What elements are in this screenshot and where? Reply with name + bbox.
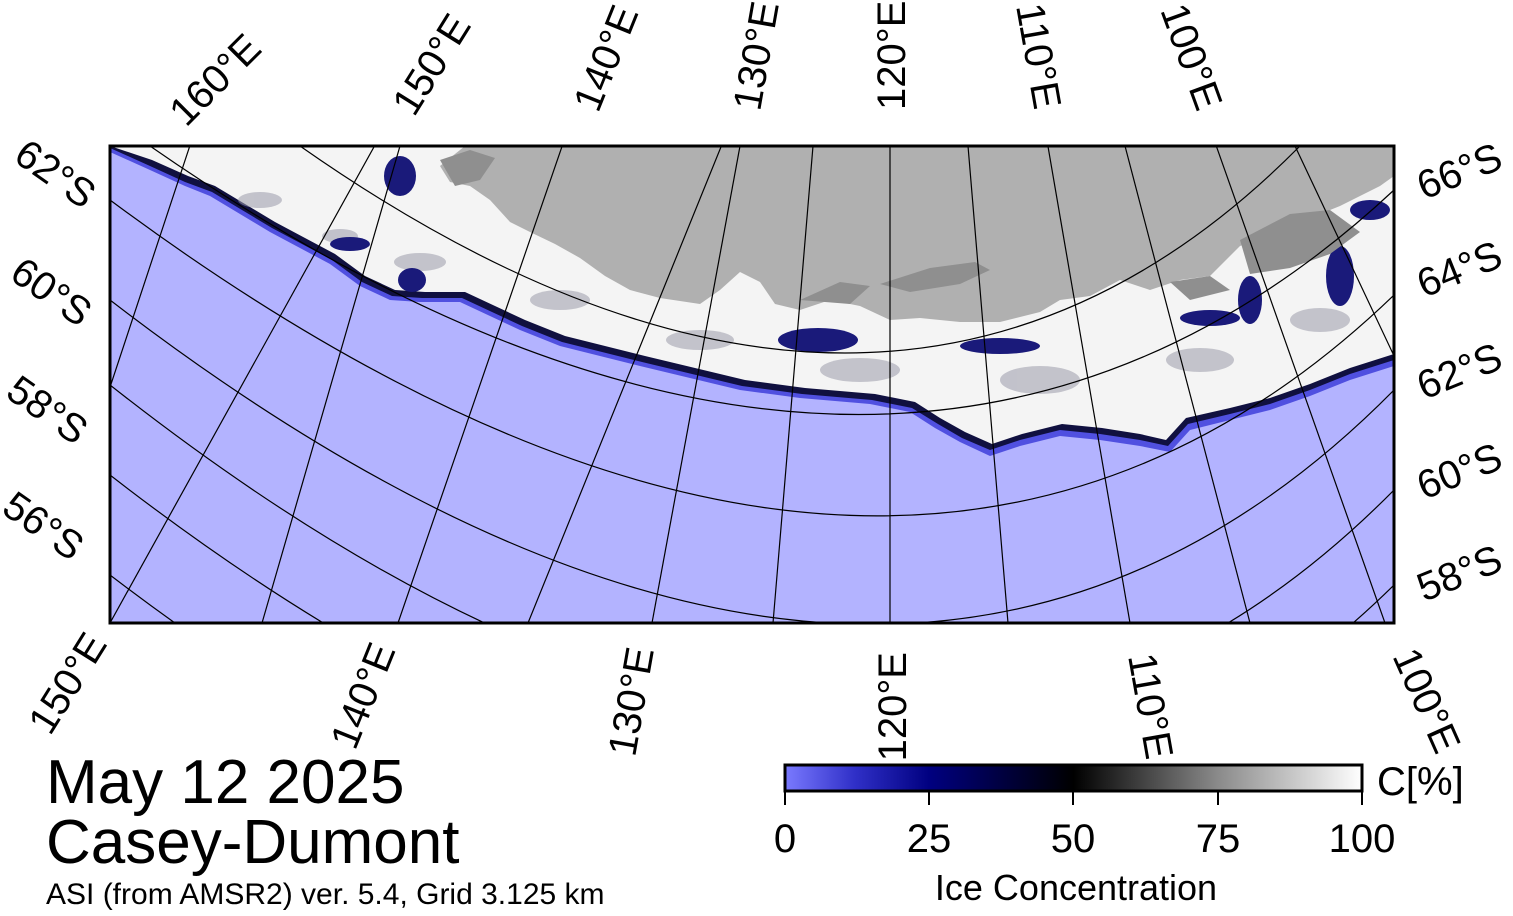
lon-label-bottom-100e: 100°E bbox=[1384, 642, 1469, 760]
lon-label-bottom-130e: 130°E bbox=[601, 644, 663, 759]
lon-label-bottom-150e: 150°E bbox=[20, 625, 115, 741]
colorbar-tick-75: 75 bbox=[1196, 817, 1241, 861]
colorbar-unit: C[%] bbox=[1377, 760, 1464, 804]
colorbar-ticks bbox=[784, 791, 1363, 805]
map-source-subtitle: ASI (from AMSR2) ver. 5.4, Grid 3.125 km bbox=[46, 878, 605, 911]
ice-shelves bbox=[440, 150, 1360, 304]
lon-label-bottom-140e: 140°E bbox=[323, 637, 405, 755]
antarctic-land bbox=[440, 146, 1394, 322]
lat-label-left-56s: 56°S bbox=[0, 483, 91, 569]
lat-label-right-62s: 62°S bbox=[1411, 335, 1508, 408]
lon-label-top-150e: 150°E bbox=[384, 7, 479, 123]
lon-label-top-100e: 100°E bbox=[1152, 0, 1231, 116]
meridians bbox=[110, 146, 1394, 623]
map-date-title: May 12 2025 bbox=[46, 748, 405, 817]
map-region-title: Casey-Dumont bbox=[46, 808, 460, 877]
ice-speckles bbox=[238, 192, 1350, 394]
lon-label-top-120e: 120°E bbox=[870, 1, 914, 110]
lat-label-left-62s: 62°S bbox=[7, 131, 104, 217]
lon-label-top-110e: 110°E bbox=[1007, 0, 1069, 112]
lon-label-bottom-120e: 120°E bbox=[871, 652, 915, 761]
lat-label-right-64s: 64°S bbox=[1411, 233, 1508, 306]
lat-label-left-60s: 60°S bbox=[3, 249, 100, 335]
colorbar-tick-100: 100 bbox=[1329, 817, 1396, 861]
colorbar-tick-0: 0 bbox=[774, 817, 796, 861]
colorbar-tick-25: 25 bbox=[907, 817, 952, 861]
colorbar bbox=[783, 763, 1364, 793]
lat-label-right-66s: 66°S bbox=[1411, 135, 1508, 208]
colorbar-label: Ice Concentration bbox=[935, 867, 1217, 908]
lon-label-bottom-110e: 110°E bbox=[1119, 650, 1181, 762]
lat-label-right-58s: 58°S bbox=[1411, 537, 1508, 610]
lat-label-right-60s: 60°S bbox=[1411, 435, 1508, 508]
lat-label-left-58s: 58°S bbox=[0, 367, 95, 453]
colorbar-tick-50: 50 bbox=[1051, 817, 1096, 861]
lon-label-top-140e: 140°E bbox=[566, 0, 648, 117]
map-frame bbox=[108, 144, 1396, 625]
lon-label-top-130e: 130°E bbox=[726, 0, 788, 114]
lon-label-top-160e: 160°E bbox=[161, 26, 269, 134]
